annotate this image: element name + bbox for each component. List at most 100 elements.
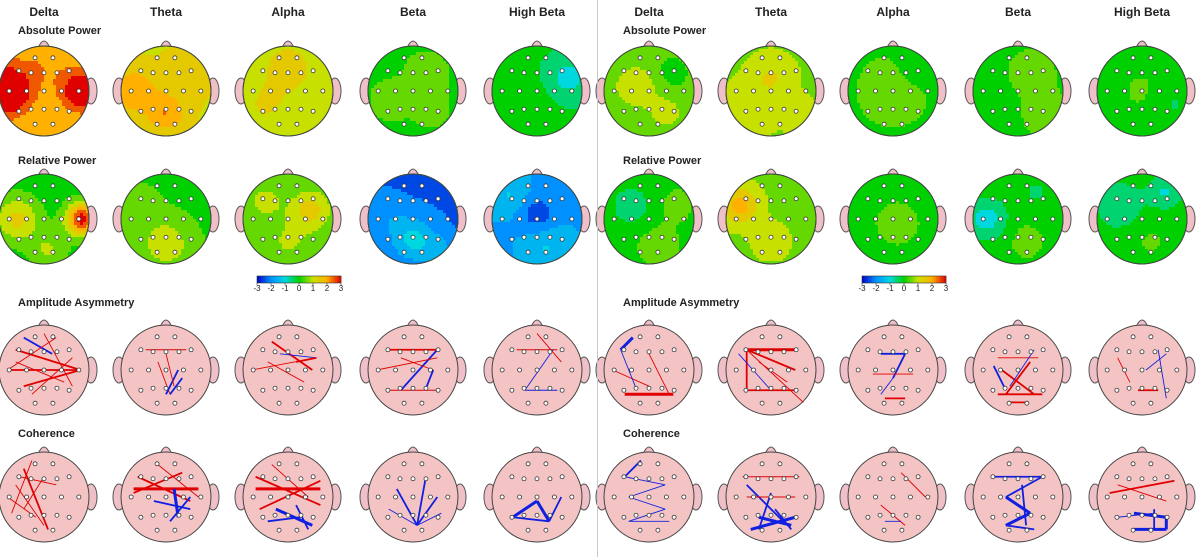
electrode-marker [915,196,921,202]
electrode-marker [637,461,643,467]
electrode-marker [268,216,273,222]
electrode-marker [1028,198,1034,204]
electrode-marker [681,88,687,94]
electrode-marker [419,527,425,533]
negative-link [153,500,191,511]
electrode-marker [66,387,72,393]
electrode-marker [1024,461,1030,467]
electrode-marker [385,196,391,202]
electrode-marker [559,514,565,520]
electrode-marker [1006,249,1012,255]
electrode-marker [659,198,665,204]
colorbar-tick-label: 0 [296,284,302,293]
negative-link [165,369,179,395]
right-coherence-high-beta-head [1088,446,1196,543]
electrode-marker [881,461,887,467]
electrode-marker [176,198,182,204]
electrode-marker [521,512,527,518]
electrode-marker [865,474,871,480]
electrode-marker [138,474,144,480]
negative-link [388,508,418,526]
left-coherence-alpha-head [234,446,342,543]
electrode-marker [525,55,531,61]
negative-link [535,500,551,523]
electrode-marker [759,461,765,467]
electrode-marker [509,236,515,242]
electrode-marker [423,385,429,391]
electrode-marker [877,198,883,204]
electrode-marker [1122,367,1127,373]
electrode-marker [260,347,266,353]
electrode-marker [1114,474,1120,480]
electrode-marker [1126,349,1132,355]
electrode-marker [1139,494,1145,500]
electrode-marker [768,367,774,373]
electrode-marker [393,216,398,222]
electrode-marker [543,527,549,533]
electrode-marker [154,461,160,467]
electrode-marker [646,106,652,112]
electrode-marker [525,121,531,127]
electrode-marker [1024,55,1030,61]
electrode-marker [1033,494,1038,500]
colorbar-tick-label: 2 [929,284,935,293]
left-asymmetry-alpha-head [234,319,342,416]
electrode-marker [990,196,996,202]
electrode-marker [1114,196,1120,202]
electrode-marker [375,216,381,222]
electrode-marker [499,88,505,94]
electrode-marker [521,198,527,204]
electrode-marker [176,70,182,76]
electrode-marker [733,367,739,373]
electrode-marker [1040,474,1046,480]
right-coherence-theta-head [717,446,825,543]
electrode-marker [890,70,896,76]
electrode-marker [552,216,557,222]
electrode-marker [6,494,12,500]
electrode-marker [310,514,316,520]
electrode-marker [260,196,266,202]
electrode-marker [294,121,300,127]
electrode-marker [1126,385,1132,391]
electrode-marker [755,198,761,204]
electrode-marker [16,474,22,480]
electrode-marker [547,512,553,518]
electrode-marker [76,494,82,500]
positive-link [19,476,57,486]
electrode-marker [172,55,178,61]
row-label-amplitude-asymmetry: Amplitude Asymmetry [623,297,740,309]
electrode-marker [435,196,441,202]
colorbar-tick-label: -2 [872,284,880,293]
electrode-marker [410,385,416,391]
negative-link [416,480,427,526]
electrode-marker [410,106,416,112]
electrode-marker [1024,121,1030,127]
electrode-marker [298,70,304,76]
electrode-marker [915,514,921,520]
electrode-marker [32,183,38,189]
electrode-marker [903,70,909,76]
electrode-marker [629,367,634,373]
electrode-marker [1126,198,1132,204]
electrode-marker [559,108,565,114]
electrode-marker [671,347,677,353]
electrode-marker [401,334,407,340]
electrode-marker [50,334,56,340]
left-asymmetry-theta-head [112,319,220,416]
band-label-delta: Delta [29,5,59,19]
electrode-marker [1002,476,1008,482]
electrode-marker [569,88,575,94]
electrode-marker [759,249,765,255]
electrode-marker [428,367,433,373]
electrode-marker [751,494,756,500]
electrode-marker [534,88,540,94]
electrode-marker [755,476,761,482]
colorbar-tick-label: 0 [901,284,907,293]
electrode-marker [881,527,887,533]
electrode-marker [855,494,861,500]
electrode-marker [768,349,774,355]
electrode-marker [138,236,144,242]
panel-divider [597,0,598,557]
electrode-marker [509,514,515,520]
electrode-marker [385,68,391,74]
